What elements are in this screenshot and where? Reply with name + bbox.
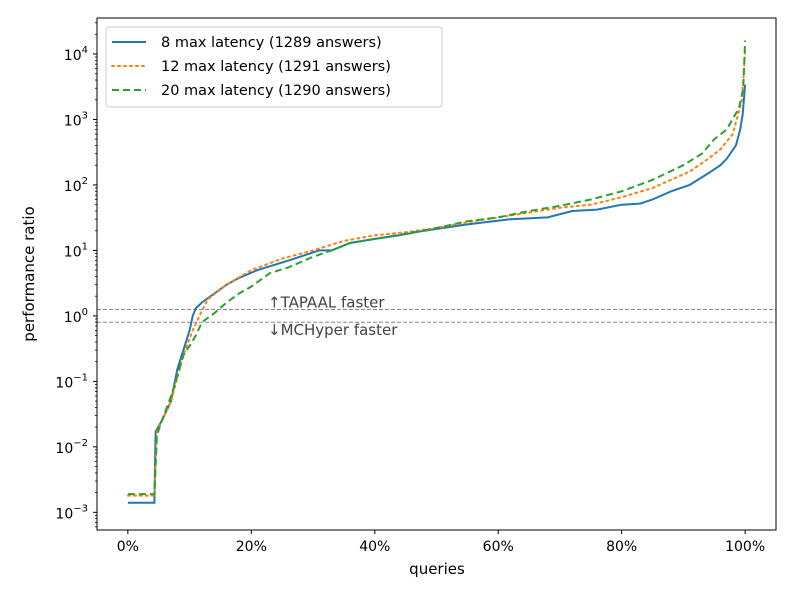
- x-tick-label: 40%: [359, 539, 390, 555]
- y-tick-label: 104: [64, 45, 88, 64]
- legend-label: 12 max latency (1291 answers): [161, 59, 391, 75]
- x-tick-label: 0%: [117, 539, 139, 555]
- reference-label: ↓MCHyper faster: [268, 321, 398, 339]
- y-tick-label: 103: [64, 110, 88, 129]
- legend-box: [105, 26, 443, 108]
- y-tick-label: 10−2: [55, 438, 88, 457]
- y-tick-label: 10−1: [55, 372, 88, 391]
- x-tick-label: 80%: [606, 539, 637, 555]
- y-tick-label: 10−3: [55, 503, 88, 522]
- x-axis-label: queries: [409, 560, 465, 578]
- plot-area: ↑TAPAAL faster ↓MCHyper faster 0% 20% 40% 60%…: [55, 17, 777, 555]
- series-line-3: [127, 40, 747, 496]
- y-tick-label: 102: [64, 176, 88, 195]
- x-tick-label: 60%: [483, 539, 514, 555]
- series-line-2: [126, 50, 747, 497]
- x-tick-label: 100%: [725, 539, 765, 555]
- y-tick-label: 101: [64, 241, 88, 260]
- legend-label: 20 max latency (1290 answers): [161, 83, 391, 99]
- series-line-1: [127, 84, 747, 504]
- y-tick-label: 100: [64, 307, 88, 326]
- legend: 8 max latency (1289 answers) 12 max laten…: [105, 26, 443, 108]
- x-tick-label: 20%: [236, 539, 267, 555]
- y-axis-label: performance ratio: [20, 206, 38, 341]
- reference-label: ↑TAPAAL faster: [268, 294, 385, 312]
- axes-frame: [96, 17, 777, 531]
- legend-label: 8 max latency (1289 answers): [161, 35, 382, 51]
